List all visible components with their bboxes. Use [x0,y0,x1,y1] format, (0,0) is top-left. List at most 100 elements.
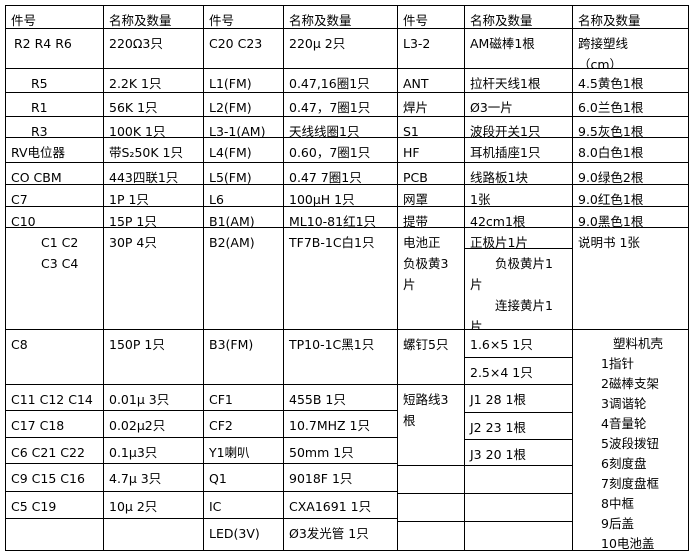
part-number-cell: C10 [5,206,104,229]
manual-cell: 说明书 1张 [572,227,689,330]
part-number-cell: B1(AM) [203,206,284,229]
wire-cell: 9.5灰色1根 [572,116,689,139]
screw-spec-cell: 2.5×4 1只 [464,357,573,385]
jumper-spec-cell: J1 28 1根 [464,384,573,413]
spec-cell: 50mm 1只 [283,437,398,464]
part-number-cell [5,518,104,551]
part-number-cell: RV电位器 [5,137,104,163]
spec-cell: 10.7MHZ 1只 [283,410,398,438]
spec-cell: 42cm1根 [464,206,573,229]
battery-spring-cell: 电池正 负极黄3 片 [397,227,465,330]
spec-cell: 10μ 2只 [103,491,204,519]
part-number-cell: C5 C19 [5,491,104,519]
part-number-cell: R1 [5,92,104,117]
wire-cell: 4.5黄色1根 [572,68,689,93]
header-cell: 名称及数量 [464,5,573,29]
spec-cell: TF7B-1C白1只 [283,227,398,330]
spec-cell: 线路板1块 [464,162,573,185]
part-number-cell: C8 [5,329,104,385]
spec-cell: 15P 1只 [103,206,204,229]
part-number-cell: L3-2 [397,28,465,69]
screw-spec-cell: 1.6×5 1只 [464,329,573,358]
spec-cell: 0.1μ3只 [103,437,204,464]
part-number-cell: IC [203,491,284,519]
spec-cell: ML10-81红1只 [283,206,398,229]
spec-cell: 100μH 1只 [283,184,398,207]
part-number-cell: L5(FM) [203,162,284,185]
part-number-cell: R5 [5,68,104,93]
wire-cell: 跨接塑线 （cm） [572,28,689,72]
part-number-cell: B2(AM) [203,227,284,330]
empty-cell [464,493,573,522]
spec-cell: 220Ω3只 [103,28,204,69]
spec-cell: 0.47 7圈1只 [283,162,398,185]
part-number-cell: C7 [5,184,104,207]
spec-cell: 2.2K 1只 [103,68,204,93]
header-cell: 件号 [203,5,284,29]
empty-cell [397,493,465,522]
screw-cell: 螺钉5只 [397,329,465,385]
header-cell: 名称及数量 [103,5,204,29]
part-number-cell: R3 [5,116,104,139]
part-number-cell: C9 C15 C16 [5,463,104,492]
empty-cell [464,521,573,551]
empty-cell [397,465,465,494]
spec-cell: 波段开关1只 [464,116,573,139]
spec-cell: 0.47,16圈1只 [283,68,398,93]
spec-cell: 220μ 2只 [283,28,398,69]
header-cell: 名称及数量 [283,5,398,29]
spec-cell: 拉杆天线1根 [464,68,573,93]
wire-cell: 8.0白色1根 [572,137,689,163]
part-number-cell: L2(FM) [203,92,284,117]
spec-cell: 耳机插座1只 [464,137,573,163]
spec-cell: 443四联1只 [103,162,204,185]
jumper-spec-cell: J2 23 1根 [464,412,573,440]
jumper-spec-cell: J3 20 1根 [464,439,573,466]
wire-cell: 9.0红色1根 [572,184,689,207]
part-number-cell: L1(FM) [203,68,284,93]
wire-cell: 9.0黑色1根 [572,206,689,229]
spec-cell: AM磁棒1根 [464,28,573,69]
part-number-cell: 提带 [397,206,465,229]
part-number-cell: Q1 [203,463,284,492]
spec-cell: Ø3发光管 1只 [283,518,398,551]
spec-cell: 100K 1只 [103,116,204,139]
part-number-cell: ANT [397,68,465,93]
spec-cell: 30P 4只 [103,227,204,330]
part-number-cell: C17 C18 [5,410,104,438]
part-number-cell: B3(FM) [203,329,284,385]
part-number-cell: PCB [397,162,465,185]
jumper-cell: 短路线3 根 [397,384,465,466]
spec-cell: Ø3一片 [464,92,573,117]
part-number-cell: L3-1(AM) [203,116,284,139]
spec-cell: 0.60，7圈1只 [283,137,398,163]
spec-cell: CXA1691 1只 [283,491,398,519]
spec-cell: 150P 1只 [103,329,204,385]
part-number-cell: CO CBM [5,162,104,185]
header-cell: 名称及数量 [572,5,689,29]
part-number-cell: LED(3V) [203,518,284,551]
spec-cell: 带S₂50K 1只 [103,137,204,163]
part-number-cell: Y1喇叭 [203,437,284,464]
spec-cell [103,518,204,551]
part-number-cell: CF1 [203,384,284,411]
part-number-cell: C20 C23 [203,28,284,69]
wire-cell: 9.0绿色2根 [572,162,689,185]
spec-cell: 天线线圈1只 [283,116,398,139]
part-number-cell: 焊片 [397,92,465,117]
empty-cell [464,465,573,494]
part-number-cell: R2 R4 R6 [5,28,104,69]
part-number-cell: C1 C2 C3 C4 [5,227,104,330]
spec-cell: 4.7μ 3只 [103,463,204,492]
part-number-cell: L6 [203,184,284,207]
spec-cell: 1P 1只 [103,184,204,207]
spec-cell: 0.47，7圈1只 [283,92,398,117]
part-number-cell: C11 C12 C14 [5,384,104,411]
part-number-cell: 网罩 [397,184,465,207]
part-number-cell: HF [397,137,465,163]
empty-cell [397,521,465,551]
spec-cell: 9018F 1只 [283,463,398,492]
spec-cell: TP10-1C黑1只 [283,329,398,385]
part-number-cell: L4(FM) [203,137,284,163]
